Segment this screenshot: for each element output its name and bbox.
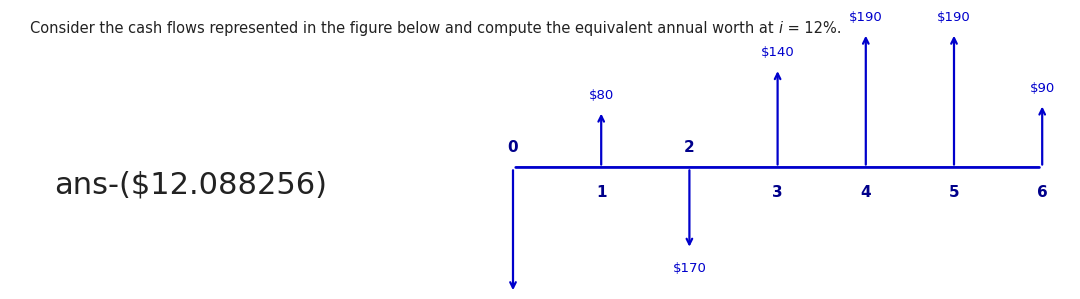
Text: $190: $190 bbox=[849, 11, 882, 24]
Text: $190: $190 bbox=[937, 11, 971, 24]
Text: i: i bbox=[779, 21, 783, 36]
Text: 3: 3 bbox=[772, 185, 783, 200]
Text: Consider the cash flows represented in the figure below and compute the equivale: Consider the cash flows represented in t… bbox=[30, 21, 779, 36]
Text: $80: $80 bbox=[589, 89, 613, 102]
Text: $140: $140 bbox=[760, 46, 795, 59]
Text: 5: 5 bbox=[948, 185, 959, 200]
Text: = 12%.: = 12%. bbox=[783, 21, 841, 36]
Text: 2: 2 bbox=[684, 141, 694, 155]
Text: $90: $90 bbox=[1029, 82, 1055, 95]
Text: 0: 0 bbox=[508, 141, 518, 155]
Text: 4: 4 bbox=[861, 185, 872, 200]
Text: 6: 6 bbox=[1037, 185, 1048, 200]
Text: ans-($12.088256): ans-($12.088256) bbox=[54, 171, 327, 200]
Text: 1: 1 bbox=[596, 185, 607, 200]
Text: $170: $170 bbox=[673, 262, 706, 274]
